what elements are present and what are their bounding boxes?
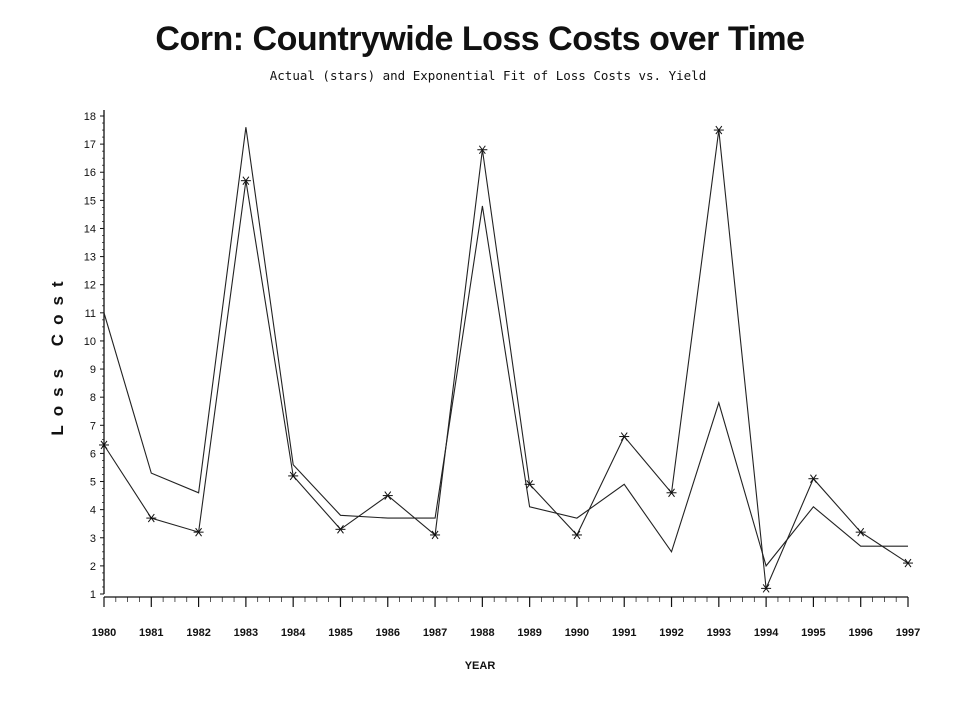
data-point-star xyxy=(430,530,441,540)
x-tick-label: 1995 xyxy=(801,627,825,639)
x-tick-label: 1991 xyxy=(612,627,636,639)
data-point-star xyxy=(335,525,346,534)
y-tick-label: 11 xyxy=(85,308,96,320)
x-tick-label: 1989 xyxy=(517,627,541,639)
x-tick-label: 1981 xyxy=(139,627,163,639)
x-tick-label: 1982 xyxy=(186,627,210,639)
data-point-star xyxy=(761,584,772,593)
x-axis-label: YEAR xyxy=(464,660,496,672)
y-tick-label: 17 xyxy=(84,139,96,151)
data-point-star xyxy=(382,491,393,500)
x-tick-label: 1986 xyxy=(376,627,400,639)
x-tick-label: 1988 xyxy=(470,627,494,639)
x-tick-label: 1980 xyxy=(92,627,116,639)
x-tick-label: 1996 xyxy=(848,627,872,639)
x-tick-label: 1983 xyxy=(234,627,258,639)
x-tick-label: 1990 xyxy=(565,627,589,639)
y-tick-label: 9 xyxy=(90,364,96,376)
data-point-star xyxy=(193,527,204,537)
series-lines xyxy=(103,127,909,591)
chart-subtitle: Actual (stars) and Exponential Fit of Lo… xyxy=(269,68,707,83)
data-point-star xyxy=(619,432,630,441)
actual-series-line xyxy=(103,130,909,591)
x-tick-label: 1985 xyxy=(328,627,352,639)
data-point-star xyxy=(903,558,913,568)
x-tick-label: 1987 xyxy=(423,627,447,639)
data-point-star xyxy=(713,125,724,135)
y-tick-label: 6 xyxy=(90,448,96,460)
series-markers xyxy=(99,125,913,593)
x-tick-label: 1993 xyxy=(707,627,731,639)
data-point-star xyxy=(240,176,251,185)
x-tick-label: 1984 xyxy=(281,627,306,639)
y-tick-label: 16 xyxy=(84,167,96,179)
y-tick-label: 18 xyxy=(84,111,96,123)
x-tick-label: 1994 xyxy=(754,627,779,639)
y-tick-label: 10 xyxy=(84,336,96,348)
y-tick-label: 3 xyxy=(90,533,96,545)
y-tick-label: 4 xyxy=(90,505,96,517)
data-point-star xyxy=(99,440,109,450)
data-point-star xyxy=(146,513,157,523)
data-point-star xyxy=(524,480,535,489)
fit-series-line xyxy=(103,127,908,568)
data-point-star xyxy=(808,474,819,484)
chart-title: Corn: Countrywide Loss Costs over Time xyxy=(155,20,805,58)
y-tick-label: 2 xyxy=(90,561,96,573)
x-axis-ticks: 1980 1981 1982 1983 1984 1985 1986 1987 1988 1989… xyxy=(92,597,920,639)
y-tick-label: 12 xyxy=(84,280,96,292)
y-tick-label: 7 xyxy=(90,420,96,432)
data-point-star xyxy=(571,530,582,540)
data-point-star xyxy=(666,488,677,498)
x-tick-label: 1997 xyxy=(896,627,920,639)
y-tick-label: 15 xyxy=(84,195,96,207)
data-point-star xyxy=(477,145,488,155)
y-tick-label: 14 xyxy=(84,223,96,235)
data-point-star xyxy=(855,527,866,537)
y-tick-label: 8 xyxy=(90,392,96,404)
y-tick-label: 1 xyxy=(90,589,96,601)
data-point-star xyxy=(288,471,299,481)
x-tick-label: 1992 xyxy=(659,627,683,639)
y-tick-label: 5 xyxy=(90,477,96,489)
y-tick-label: 13 xyxy=(84,252,96,264)
